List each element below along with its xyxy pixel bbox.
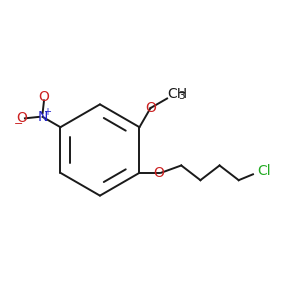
- Text: O: O: [39, 90, 50, 104]
- Text: Cl: Cl: [257, 164, 270, 178]
- Text: CH: CH: [168, 87, 188, 101]
- Text: O: O: [16, 111, 27, 125]
- Text: −: −: [14, 119, 23, 129]
- Text: 3: 3: [178, 91, 185, 101]
- Text: N: N: [38, 110, 48, 124]
- Text: +: +: [43, 107, 51, 117]
- Text: O: O: [145, 101, 156, 115]
- Text: O: O: [153, 166, 164, 180]
